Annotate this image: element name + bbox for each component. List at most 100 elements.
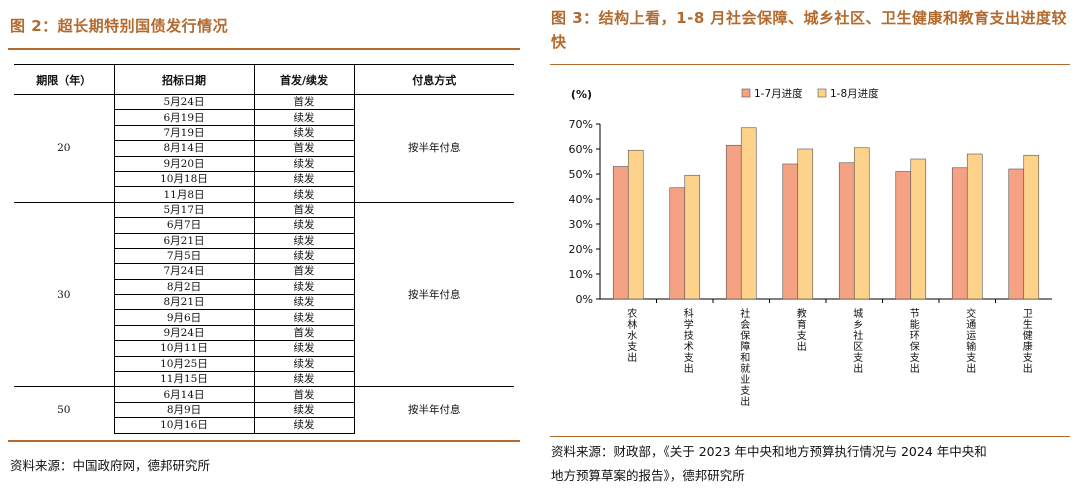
table-row: 10月18日 续发 [14, 170, 514, 187]
table-row: 10月11日 续发 [14, 340, 514, 357]
issue-type-cell: 续发 [253, 309, 354, 326]
right-title-rule [550, 64, 1070, 65]
x-category-label-char: 教 [797, 307, 807, 320]
x-category-label-char: 水 [627, 330, 637, 342]
x-category-label-char: 乡 [853, 319, 863, 331]
bar-series1-4 [782, 163, 799, 300]
tender-date-cell: 5月17日 [113, 201, 254, 218]
x-category-label-char: 科 [684, 307, 694, 320]
legend-label-1: 1-7月进度 [754, 87, 803, 100]
issue-type-cell: 首发 [253, 324, 354, 341]
tender-date-cell: 11月8日 [113, 186, 254, 203]
x-category-label-char: 支 [740, 385, 750, 397]
table-row: 6月19日 续发 [14, 109, 514, 126]
issue-type-cell: 首发 [253, 201, 354, 218]
tender-date-cell: 6月14日 [113, 386, 254, 403]
x-category-label-char: 林 [627, 318, 637, 331]
tender-date-cell: 10月11日 [113, 340, 254, 357]
header-term: 期限（年） [14, 64, 114, 95]
issue-type-cell: 首发 [253, 386, 354, 403]
x-category-label-char: 业 [740, 374, 750, 386]
table-row: 7月19日 续发 [14, 124, 514, 141]
x-category-label-char: 障 [740, 340, 750, 353]
x-category-label-char: 出 [1023, 362, 1033, 375]
bar-series2-8 [1023, 154, 1040, 300]
x-category-label-char: 城 [853, 308, 863, 320]
table-row: 10月16日 续发 [14, 417, 514, 434]
bar-series2-3 [740, 127, 757, 300]
x-category-label-char: 技 [684, 329, 694, 342]
tender-date-cell: 9月6日 [113, 309, 254, 326]
left-source: 资料来源：中国政府网，德邦研究所 [10, 458, 211, 473]
payment-cell: 按半年付息 [353, 94, 514, 203]
header-tender-date: 招标日期 [113, 64, 254, 95]
bar-series2-4 [797, 148, 814, 300]
x-category-label-char: 出 [910, 362, 920, 375]
issue-type-cell: 续发 [253, 294, 354, 310]
x-category-label-char: 康 [1023, 340, 1033, 353]
legend-label-2: 1-8月进度 [830, 87, 879, 100]
tender-date-cell: 10月18日 [113, 170, 254, 187]
x-category-label-char: 节 [910, 308, 920, 320]
x-category-label-char: 保 [910, 340, 920, 353]
x-category-label-char: 育 [797, 318, 807, 331]
left-source-rule [8, 440, 520, 442]
issue-type-cell: 首发 [253, 93, 354, 110]
x-category-label-char: 出 [853, 362, 863, 375]
issue-type-cell: 续发 [253, 278, 354, 295]
x-category-label-char: 出 [684, 362, 694, 375]
issue-type-cell: 首发 [253, 140, 354, 157]
bar-series1-1 [612, 166, 629, 300]
x-category-label-char: 支 [684, 352, 694, 364]
issue-type-cell: 续发 [253, 340, 354, 357]
term-cell: 20 [14, 94, 114, 203]
tender-date-cell: 10月25日 [113, 355, 254, 372]
bar-series1-6 [895, 171, 912, 300]
bar-series2-7 [966, 153, 983, 300]
y-tick-label: 70% [569, 118, 593, 131]
table-row: 9月6日 续发 [14, 309, 514, 326]
x-category-label-char: 社 [740, 307, 750, 320]
tender-date-cell: 10月16日 [113, 417, 254, 434]
tender-date-cell: 6月7日 [113, 217, 254, 234]
tender-date-cell: 8月14日 [113, 140, 254, 157]
right-figure-title: 图 3：结构上看，1-8 月社会保障、城乡社区、卫生健康和教育支出进度较快 [551, 9, 1067, 51]
table-row: 8月2日 续发 [14, 278, 514, 295]
tender-date-cell: 8月2日 [113, 278, 254, 295]
table-row: 11月15日 续发 [14, 371, 514, 387]
issue-type-cell: 续发 [253, 109, 354, 126]
tender-date-cell: 6月19日 [113, 109, 254, 126]
table-row: 20 5月24日 首发 按半年付息 [14, 93, 514, 203]
tender-date-cell: 9月24日 [113, 324, 254, 341]
x-category-label-char: 运 [966, 330, 976, 342]
table-row: 7月5日 续发 [14, 247, 514, 264]
table-row: 7月24日 首发 [14, 263, 514, 280]
x-category-label-char: 出 [740, 395, 750, 408]
bar-series2-1 [627, 149, 644, 300]
legend-swatch-2 [817, 88, 827, 98]
right-source-rule [550, 436, 1070, 437]
x-category-label-char: 保 [740, 329, 750, 342]
legend-swatch-1 [741, 88, 751, 98]
right-source-line-1: 资料来源：财政部，《关于 2023 年中央和地方预算执行情况与 2024 年中央… [551, 444, 987, 459]
x-category-label-char: 卫 [1023, 309, 1033, 320]
y-tick-label: 10% [569, 268, 593, 281]
bond-issuance-table: 期限（年） 招标日期 首发/续发 付息方式 20 5月24日 首发 按半年付息 6月19… [14, 64, 514, 434]
table-row: 6月21日 续发 [14, 232, 514, 249]
tender-date-cell: 5月24日 [113, 93, 254, 110]
x-category-label-char: 农 [627, 307, 637, 320]
table-row: 8月9日 续发 [14, 401, 514, 418]
x-category-label-char: 区 [853, 341, 863, 353]
payment-cell: 按半年付息 [353, 201, 514, 387]
x-category-label-char: 支 [910, 352, 920, 364]
table-row: 9月24日 首发 [14, 324, 514, 341]
table-row: 10月25日 续发 [14, 355, 514, 372]
right-source-line-2: 地方预算草案的报告》，德邦研究所 [551, 468, 745, 483]
y-tick-label: 0% [576, 293, 593, 306]
bar-series2-5 [853, 147, 870, 300]
x-category-label-char: 就 [740, 362, 750, 375]
tender-date-cell: 9月20日 [113, 155, 254, 172]
x-category-label-char: 社 [853, 329, 863, 342]
issue-type-cell: 续发 [253, 155, 354, 172]
payment-cell: 按半年付息 [353, 386, 514, 434]
